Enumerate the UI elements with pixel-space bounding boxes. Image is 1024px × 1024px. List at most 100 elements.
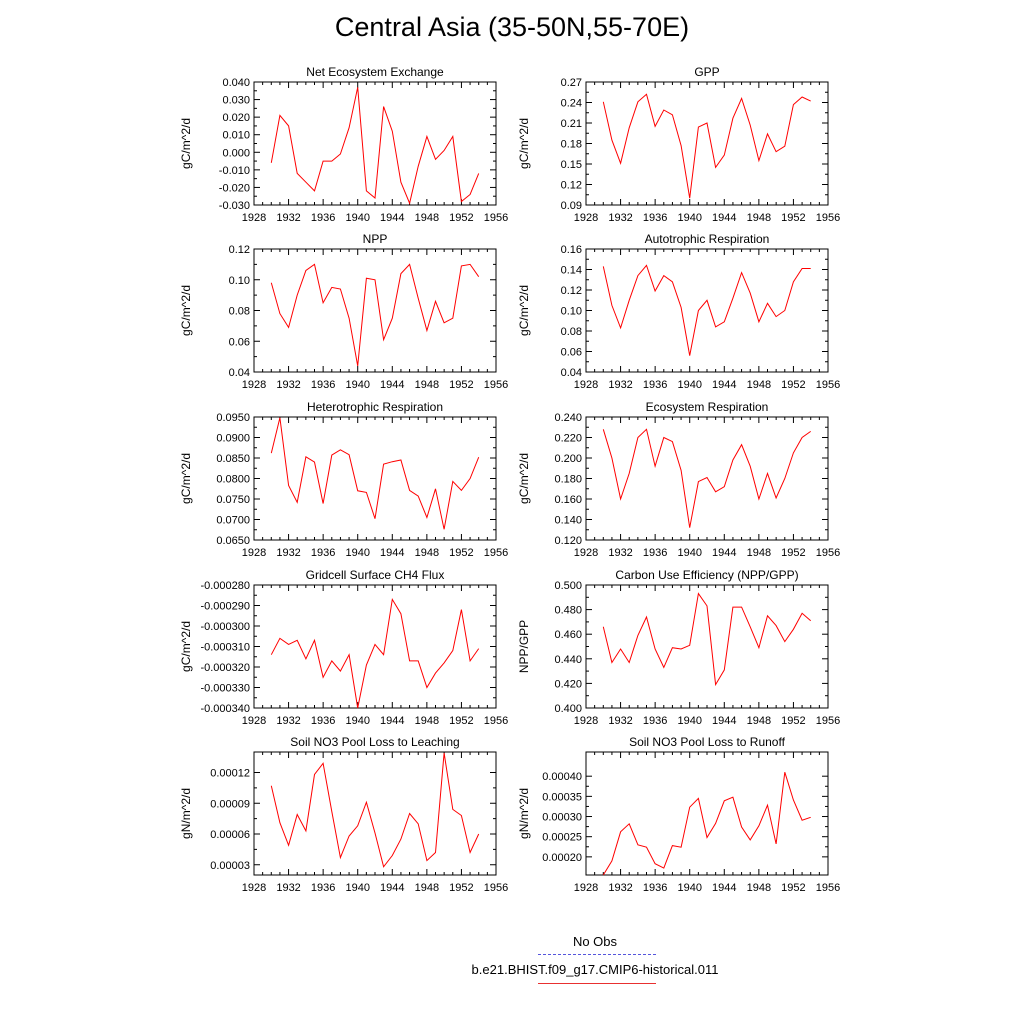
y-tick-label: 0.00012: [210, 768, 250, 780]
y-tick-label: 0.0900: [216, 433, 250, 445]
legend-line-no-obs: [538, 954, 656, 955]
x-tick-label: 1932: [276, 212, 300, 224]
y-tick-label: 0.21: [561, 118, 582, 130]
x-tick-label: 1928: [574, 212, 598, 224]
y-tick-label: 0.08: [561, 326, 582, 338]
x-tick-label: 1952: [781, 212, 805, 224]
y-tick-label: 0.0800: [216, 474, 250, 486]
legend-label-no-obs: No Obs: [572, 934, 618, 949]
x-tick-label: 1940: [345, 715, 369, 727]
x-tick-label: 1948: [747, 715, 771, 727]
x-tick-label: 1944: [712, 212, 736, 224]
x-tick-label: 1932: [608, 547, 632, 559]
y-tick-label: -0.000330: [200, 683, 250, 695]
legend: No Obs b.e21.BHIST.f09_g17.CMIP6-histori…: [0, 928, 1024, 1024]
series-line: [270, 87, 480, 205]
y-tick-label: 0.0850: [216, 453, 250, 465]
y-tick-label: -0.000310: [200, 642, 250, 654]
y-tick-label: 0.06: [229, 336, 250, 348]
y-axis-label: gN/m^2/d: [179, 788, 193, 839]
y-tick-label: 0.16: [561, 244, 582, 256]
series-line: [270, 752, 480, 868]
chart-title: Soil NO3 Pool Loss to Runoff: [629, 735, 786, 749]
y-tick-label: 0.030: [222, 95, 250, 107]
y-tick-label: 0.140: [554, 515, 582, 527]
y-tick-label: 0.160: [554, 494, 582, 506]
x-tick-label: 1956: [484, 715, 508, 727]
x-tick-label: 1948: [415, 547, 439, 559]
series-line: [270, 417, 480, 530]
y-tick-label: 0.10: [561, 306, 582, 318]
y-tick-label: 0.010: [222, 130, 250, 142]
x-tick-label: 1952: [449, 547, 473, 559]
y-tick-label: 0.10: [229, 275, 250, 287]
x-tick-label: 1940: [677, 882, 701, 894]
x-tick-label: 1952: [449, 212, 473, 224]
x-tick-label: 1928: [242, 379, 266, 391]
plot-frame: [585, 248, 829, 373]
x-tick-label: 1956: [816, 882, 840, 894]
y-tick-label: 0.00006: [210, 829, 250, 841]
y-axis-label: gC/m^2/d: [179, 118, 193, 169]
x-tick-label: 1952: [781, 547, 805, 559]
x-tick-label: 1940: [345, 379, 369, 391]
x-tick-label: 1944: [712, 379, 736, 391]
chart-panel-3: Autotrophic Respiration gC/m^2/d 1928 1932 1…: [517, 232, 840, 391]
x-tick-label: 1944: [380, 715, 404, 727]
y-tick-label: 0.480: [554, 605, 582, 617]
chart-panel-0: Net Ecosystem Exchange gC/m^2/d 1928 1932 19…: [179, 65, 508, 224]
y-tick-label: 0.24: [561, 98, 582, 110]
x-tick-label: 1956: [816, 212, 840, 224]
chart-title: Soil NO3 Pool Loss to Leaching: [290, 735, 459, 749]
y-tick-label: 0.0750: [216, 494, 250, 506]
x-tick-label: 1928: [242, 212, 266, 224]
y-tick-label: 0.200: [554, 453, 582, 465]
x-tick-label: 1956: [816, 715, 840, 727]
series-line: [270, 263, 480, 366]
x-tick-label: 1936: [311, 882, 335, 894]
x-tick-label: 1948: [747, 882, 771, 894]
chart-panel-2: NPP gC/m^2/d 1928 1932 1936 1940 1944 1948 1952 1…: [179, 232, 508, 391]
x-tick-label: 1940: [345, 882, 369, 894]
y-tick-label: 0.180: [554, 474, 582, 486]
plot-frame: [585, 81, 829, 206]
x-tick-label: 1944: [712, 547, 736, 559]
chart-title: Gridcell Surface CH4 Flux: [306, 568, 445, 582]
x-tick-label: 1936: [311, 212, 335, 224]
chart-title: Heterotrophic Respiration: [307, 400, 443, 414]
plot-frame: [253, 248, 497, 373]
y-tick-label: -0.000280: [200, 580, 250, 592]
y-tick-label: 0.00040: [542, 771, 582, 783]
x-tick-label: 1952: [781, 715, 805, 727]
y-tick-label: 0.500: [554, 580, 582, 592]
y-tick-label: 0.09: [561, 200, 582, 212]
y-tick-label: -0.000290: [200, 601, 250, 613]
y-tick-label: 0.400: [554, 703, 582, 715]
x-tick-label: 1956: [816, 379, 840, 391]
x-tick-label: 1956: [484, 379, 508, 391]
y-axis-label: gC/m^2/d: [517, 285, 531, 336]
plot-frame: [253, 416, 497, 541]
legend-label-model: b.e21.BHIST.f09_g17.CMIP6-historical.011: [471, 962, 719, 977]
series-line: [602, 264, 811, 356]
x-tick-label: 1956: [484, 547, 508, 559]
y-tick-label: 0.000: [222, 147, 250, 159]
y-tick-label: 0.00009: [210, 798, 250, 810]
x-tick-label: 1948: [415, 715, 439, 727]
y-tick-label: 0.00003: [210, 860, 250, 872]
y-tick-label: 0.18: [561, 139, 582, 151]
x-tick-label: 1940: [677, 379, 701, 391]
x-tick-label: 1944: [712, 715, 736, 727]
y-tick-label: 0.420: [554, 678, 582, 690]
x-tick-label: 1944: [712, 882, 736, 894]
x-tick-label: 1952: [449, 379, 473, 391]
x-tick-label: 1936: [643, 882, 667, 894]
page-title: Central Asia (35-50N,55-70E): [334, 12, 690, 42]
y-tick-label: 0.240: [554, 412, 582, 424]
y-tick-label: 0.020: [222, 112, 250, 124]
y-tick-label: -0.010: [219, 165, 250, 177]
chart-title: Ecosystem Respiration: [646, 400, 769, 414]
chart-panel-7: Carbon Use Efficiency (NPP/GPP) NPP/GPP 19…: [517, 568, 840, 727]
chart-panel-5: Ecosystem Respiration gC/m^2/d 1928 1932 193…: [517, 400, 840, 559]
x-tick-label: 1932: [276, 547, 300, 559]
